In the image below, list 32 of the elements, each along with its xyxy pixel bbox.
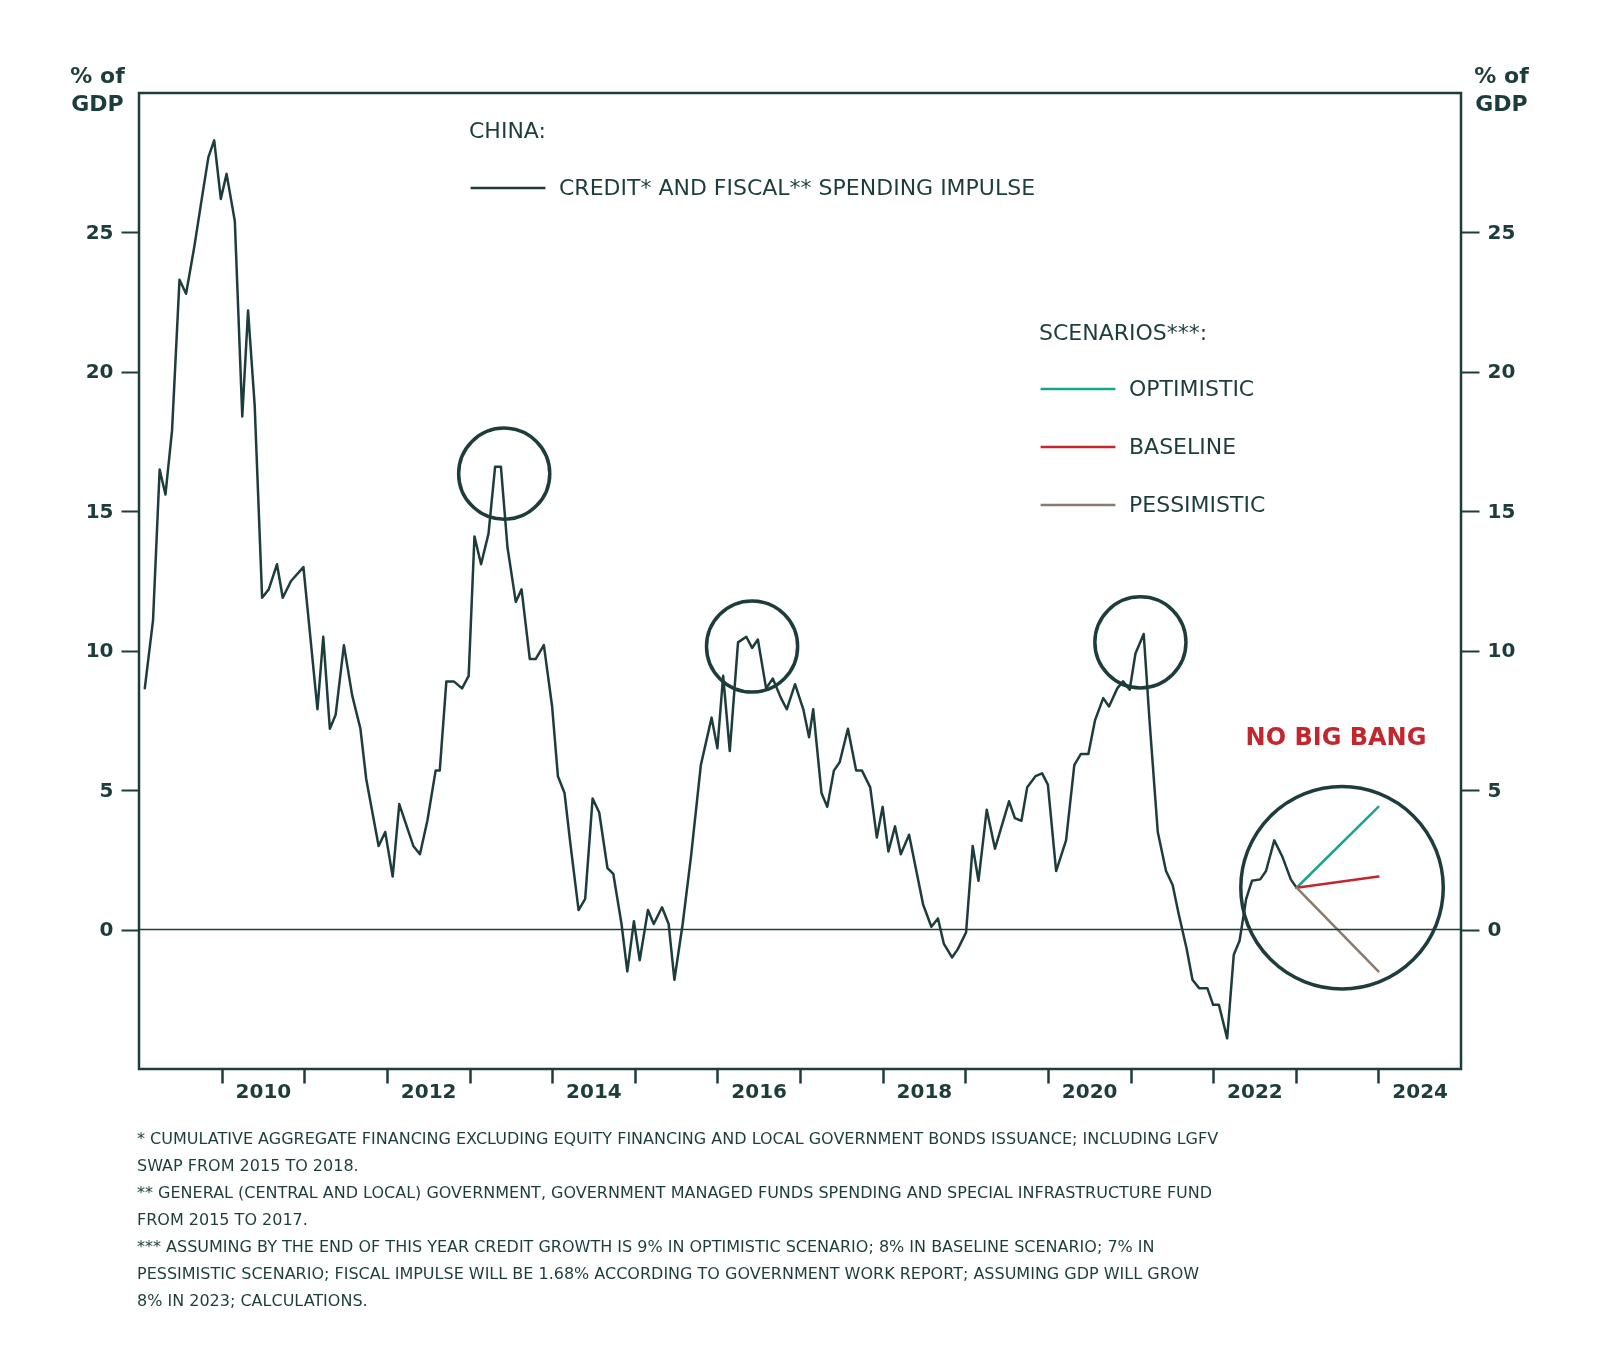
y2-tick-label: 0 — [1487, 917, 1502, 942]
legend-label: PESSIMISTIC — [1129, 492, 1266, 517]
text: *** ASSUMING BY THE END OF THIS YEAR CREDIT GROWTH IS 9% IN OPTIMISTIC SCENARIO; 8% IN BASELINE SCENARIO; 7% IN PESSIMISTIC SCENARIO; FISCAL IMPULSE WILL BE 1.68% ACCORDING TO GOVERNMENT WORK REPORT; ASSUMING GDP WILL GROW 8% IN 2023; CALCULATIONS. — [137, 1237, 1200, 1310]
y-tick-label: 25 — [85, 219, 114, 244]
x-tick-label: 2016 — [731, 1078, 788, 1103]
x-tick-label: 2010 — [235, 1078, 292, 1103]
legend-label: CREDIT* AND FISCAL** SPENDING IMPULSE — [559, 175, 1036, 200]
text: ** GENERAL (CENTRAL AND LOCAL) GOVERNMENT, GOVERNMENT MANAGED FUNDS SPENDING AND SPECIAL INFRASTRUCTURE FUND FROM 2015 TO 2017. — [137, 1183, 1213, 1229]
y-tick-label: 5 — [99, 777, 114, 802]
y-tick-label: 0 — [99, 917, 114, 942]
y2-tick-label: 5 — [1487, 777, 1502, 802]
y2-tick-label: 20 — [1487, 359, 1516, 384]
y2-axis-title: % of GDP — [1474, 62, 1530, 116]
x-tick-label: 2014 — [566, 1078, 622, 1103]
y-tick-label: 20 — [85, 359, 114, 384]
y-tick-label: 10 — [85, 638, 114, 663]
x-tick-label: 2024 — [1392, 1078, 1449, 1103]
y2-tick-label: 15 — [1487, 498, 1516, 523]
text: * CUMULATIVE AGGREGATE FINANCING EXCLUDING EQUITY FINANCING AND LOCAL GOVERNMENT BONDS ISSUANCE; INCLUDING LGFV SWAP FROM 2015 TO 2018. — [137, 1129, 1219, 1175]
x-tick-label: 2018 — [896, 1078, 953, 1103]
legend-label: OPTIMISTIC — [1129, 376, 1255, 401]
x-tick-label: 2022 — [1227, 1078, 1283, 1103]
text: CHINA: — [469, 118, 546, 143]
legend-title: SCENARIOS***: — [1039, 320, 1208, 345]
y-axis-title: % of GDP — [70, 62, 126, 116]
annotation: NO BIG BANG — [1245, 723, 1427, 751]
y-tick-label: 15 — [85, 498, 114, 523]
x-tick-label: 2012 — [400, 1078, 457, 1103]
legend-label: BASELINE — [1129, 434, 1237, 459]
y2-tick-label: 25 — [1487, 219, 1516, 244]
y2-tick-label: 10 — [1487, 638, 1516, 663]
x-tick-label: 2020 — [1061, 1078, 1118, 1103]
